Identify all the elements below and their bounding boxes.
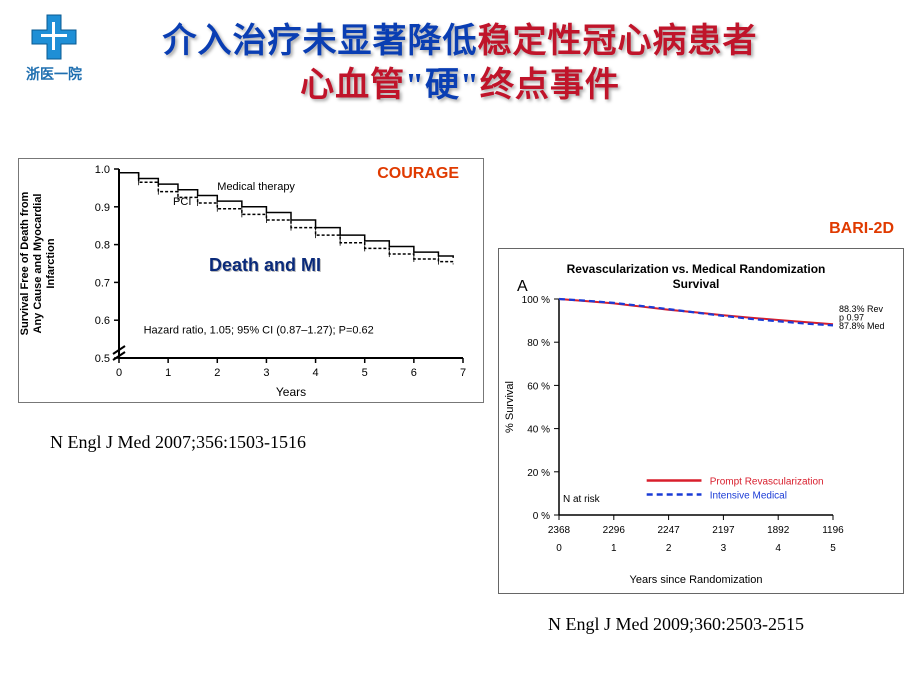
svg-text:Survival Free of Death from: Survival Free of Death from	[19, 191, 31, 335]
svg-text:80 %: 80 %	[527, 338, 550, 349]
citation-nejm-2007: N Engl J Med 2007;356:1503-1516	[50, 432, 306, 453]
svg-text:A: A	[517, 278, 528, 295]
svg-text:2: 2	[666, 543, 672, 554]
svg-text:2296: 2296	[603, 525, 626, 536]
courage-label: COURAGE	[377, 165, 459, 183]
svg-text:4: 4	[775, 543, 781, 554]
svg-text:0.8: 0.8	[95, 240, 110, 252]
svg-text:87.8% Med: 87.8% Med	[839, 321, 885, 331]
svg-text:20 %: 20 %	[527, 468, 550, 479]
courage-svg: 0.5 0.6 0.7 0.8 0.9 1.0 0 1 2 3 4 5 6 7 Years Survival …	[19, 159, 483, 402]
svg-text:1.0: 1.0	[95, 164, 110, 176]
svg-text:Medical therapy: Medical therapy	[217, 181, 295, 193]
title-line1-a: 介入治疗未显著降低	[163, 23, 478, 60]
svg-text:0: 0	[116, 367, 122, 379]
svg-text:Intensive Medical: Intensive Medical	[710, 490, 787, 501]
svg-text:100 %: 100 %	[522, 295, 550, 306]
svg-text:2247: 2247	[657, 525, 680, 536]
svg-text:1: 1	[165, 367, 171, 379]
svg-text:Revascularization vs. Medical: Revascularization vs. Medical Randomizat…	[567, 262, 826, 276]
svg-text:0.9: 0.9	[95, 202, 110, 214]
title-line2-b: "硬"	[405, 67, 480, 104]
svg-text:7: 7	[460, 367, 466, 379]
svg-text:PCI: PCI	[173, 196, 191, 208]
citation-nejm-2009: N Engl J Med 2009;360:2503-2515	[548, 614, 804, 635]
svg-text:0.6: 0.6	[95, 315, 110, 327]
svg-text:1196: 1196	[822, 525, 844, 536]
svg-text:2: 2	[214, 367, 220, 379]
svg-text:Infarction: Infarction	[45, 238, 57, 288]
svg-text:5: 5	[830, 543, 836, 554]
death-mi-label: Death and MI	[209, 255, 321, 276]
bari-2d-label: BARI-2D	[829, 220, 894, 238]
slide-title: 介入治疗未显著降低稳定性冠心病患者 心血管"硬"终点事件	[0, 20, 920, 108]
svg-text:Survival: Survival	[673, 277, 720, 291]
svg-text:0 %: 0 %	[533, 511, 550, 522]
svg-text:60 %: 60 %	[527, 381, 550, 392]
bari-chart: A Revascularization vs. Medical Randomiza…	[498, 248, 904, 594]
bari-svg: A Revascularization vs. Medical Randomiza…	[499, 249, 903, 593]
svg-text:Any Cause and Myocardial: Any Cause and Myocardial	[32, 194, 44, 334]
svg-text:40 %: 40 %	[527, 425, 550, 436]
svg-text:3: 3	[263, 367, 269, 379]
title-line1-b: 稳定性冠心病患者	[478, 23, 758, 60]
svg-text:0: 0	[556, 543, 562, 554]
svg-text:% Survival: % Survival	[504, 381, 516, 433]
svg-text:Prompt Revascularization: Prompt Revascularization	[710, 476, 824, 487]
svg-text:6: 6	[411, 367, 417, 379]
svg-text:Years: Years	[276, 385, 306, 399]
courage-chart: COURAGE Death and MI 0.50.60.70.80.91.00…	[18, 158, 484, 403]
title-line2-c: 终点事件	[480, 67, 620, 104]
svg-text:1892: 1892	[767, 525, 790, 536]
svg-text:3: 3	[721, 543, 727, 554]
svg-text:5: 5	[362, 367, 368, 379]
svg-text:0.5: 0.5	[95, 353, 110, 365]
svg-text:2368: 2368	[548, 525, 571, 536]
title-line2-a: 心血管	[300, 67, 405, 104]
svg-text:2197: 2197	[712, 525, 735, 536]
svg-text:0.7: 0.7	[95, 277, 110, 289]
svg-text:Hazard ratio, 1.05; 95% CI (0.: Hazard ratio, 1.05; 95% CI (0.87–1.27); …	[144, 324, 374, 336]
svg-text:1: 1	[611, 543, 617, 554]
svg-text:Years since Randomization: Years since Randomization	[630, 574, 763, 586]
svg-text:4: 4	[313, 367, 319, 379]
svg-text:N at risk: N at risk	[563, 494, 601, 505]
